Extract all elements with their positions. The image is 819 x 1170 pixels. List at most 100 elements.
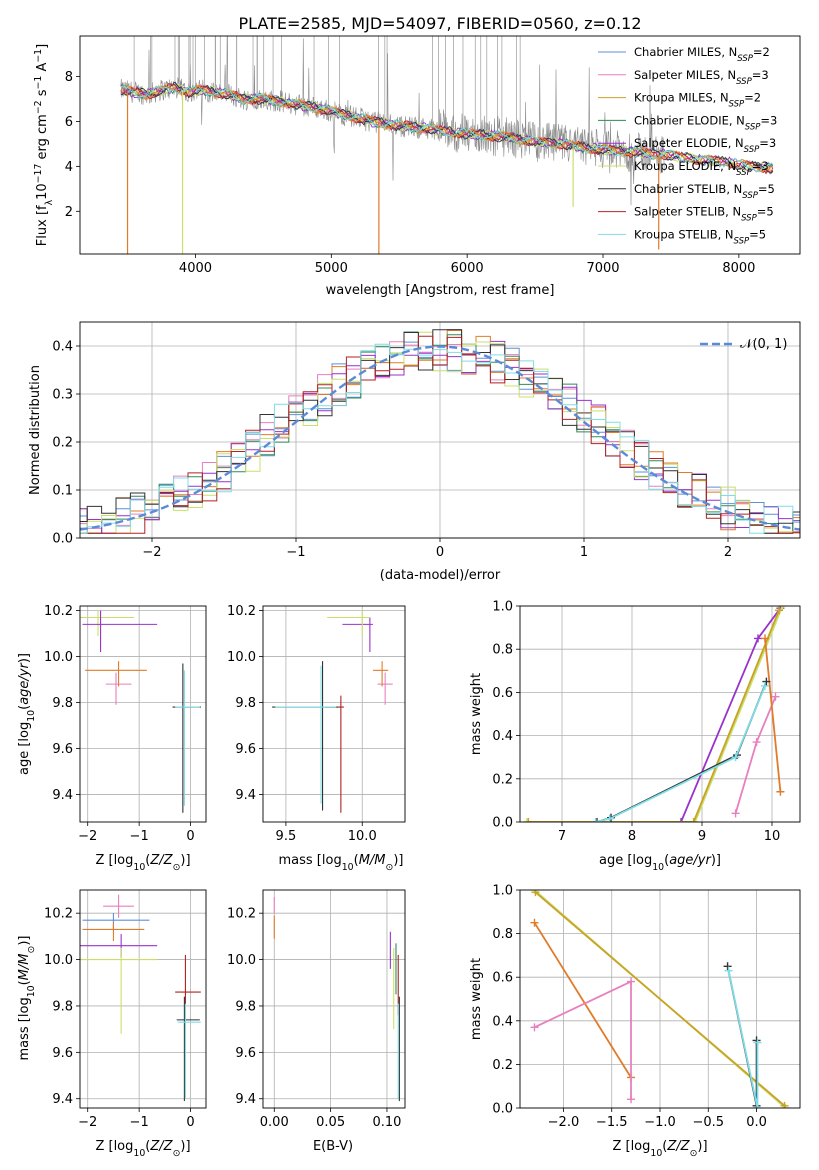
series-line (527, 606, 784, 822)
legend-label: Salpeter ELODIE, NSSP=3 (634, 136, 776, 155)
y-tick-label: 10.2 (227, 604, 256, 619)
error-bar-point (372, 661, 389, 687)
label-fragment: s (35, 89, 50, 100)
error-bar-point (325, 695, 344, 813)
label-fragment: 10 (133, 1148, 145, 1159)
legend-text: Salpeter STELIB, N (634, 205, 741, 219)
model-spectrum-line (120, 84, 774, 173)
y-axis-label: age [log10(age/yr)] (17, 653, 37, 775)
label-fragment: 10 (342, 862, 354, 873)
x-tick-label: 10 (764, 829, 781, 844)
x-tick-label: 1 (580, 545, 588, 560)
label-fragment: ⊙ (173, 1148, 181, 1159)
label-fragment: log (114, 1139, 134, 1154)
label-fragment: log (322, 853, 342, 868)
legend-label: Salpeter MILES, NSSP=3 (634, 68, 769, 87)
y-tick-label: 0.2 (52, 436, 73, 451)
error-bar-point (177, 1003, 201, 1099)
label-fragment: −1 (33, 49, 44, 63)
y-tick-label: 0.4 (492, 1014, 513, 1029)
label-fragment: )] (697, 1139, 707, 1154)
y-tick-label: 8 (65, 70, 73, 85)
observed-spectrum-line (120, 36, 665, 206)
label-fragment: Z/Z (666, 1139, 690, 1154)
error-bar-point (80, 947, 158, 1034)
histogram-step-line (80, 335, 800, 534)
series-marker (523, 818, 531, 822)
error-bar-point (80, 934, 158, 958)
series-marker (531, 890, 540, 897)
x-tick-label: 0.10 (372, 1115, 401, 1130)
series-marker (677, 818, 685, 822)
series-marker (761, 681, 769, 690)
axes-frame (519, 605, 801, 823)
legend-text: =2 (753, 45, 770, 59)
error-bar-point (327, 610, 370, 636)
x-axis-label: Z [log10(Z/Z⊙)] (612, 1139, 707, 1159)
label-fragment: ] (35, 44, 50, 49)
plot-area (120, 36, 774, 254)
y-tick-label: 0.0 (492, 1102, 513, 1117)
series-marker (754, 634, 762, 643)
series-marker (689, 818, 698, 822)
y-tick-label: 9.8 (235, 696, 256, 711)
series-marker (731, 809, 740, 818)
axes-frame (79, 889, 207, 1109)
x-tick-label: 0.05 (316, 1115, 345, 1130)
label-fragment: −17 (33, 164, 44, 184)
age-vs-metallicity-panel: −2 −1 09.49.69.810.010.2Z [log10(Z/Z⊙)]age… (17, 604, 207, 873)
label-fragment: 10 (133, 862, 145, 873)
legend-text: Kroupa MILES, N (634, 91, 729, 105)
label-fragment: A (35, 63, 50, 76)
x-tick-label: 0.0 (746, 1115, 767, 1130)
y-tick-label: 6 (65, 115, 73, 130)
series-line (528, 609, 780, 822)
label-fragment: age [ (599, 853, 632, 868)
label-fragment: age/yr (17, 661, 32, 704)
label-fragment: mass [ (279, 853, 322, 868)
x-tick-label: 9.5 (276, 829, 297, 844)
legend-text: =5 (757, 205, 774, 219)
legend-text: =3 (760, 113, 777, 127)
histogram-step-line (80, 343, 800, 534)
label-fragment: 10 (35, 183, 50, 200)
y-axis-label: mass [log10(M/M⊙)] (17, 936, 37, 1061)
series-marker (627, 977, 636, 986)
series-marker (761, 634, 769, 643)
x-tick-label: −2.0 (548, 1115, 580, 1130)
label-fragment: 10 (26, 985, 37, 997)
error-bar-point (175, 670, 200, 806)
label-fragment: ⊙ (173, 862, 181, 873)
series-line (727, 970, 759, 1108)
x-axis-label: E(B-V) (313, 1139, 353, 1154)
series-line (533, 922, 632, 1078)
label-fragment: ( (17, 980, 32, 985)
plot-area (80, 610, 201, 813)
x-tick-label: −2 (142, 545, 161, 560)
x-tick-label: 9 (698, 829, 706, 844)
label-fragment: Z [ (612, 1139, 630, 1154)
mass-vs-metallicity-panel: −2 −1 09.49.69.810.010.2Z [log10(Z/Z⊙)]mas… (17, 889, 207, 1159)
legend-subscript: SSP (737, 54, 753, 64)
y-tick-label: 0.4 (52, 340, 73, 355)
y-tick-label: 10.2 (227, 907, 256, 922)
y-tick-label: 9.6 (52, 1046, 73, 1061)
label-fragment: ( (145, 853, 150, 868)
y-tick-label: 0.1 (52, 484, 73, 499)
plot-area (523, 606, 787, 822)
y-axis-label: Normed distribution (28, 365, 43, 495)
legend-text: =5 (749, 227, 766, 241)
x-tick-label: 7000 (586, 261, 619, 276)
mass-weight-vs-age-panel: 7 8 9 10 0.0 0.2 0.4 0.6 0.8 1.0 mass weight age [l… (469, 600, 801, 873)
x-tick-label: 6000 (451, 261, 484, 276)
y-tick-label: 0.4 (492, 729, 513, 744)
series-marker (530, 918, 539, 927)
legend-text: =3 (759, 136, 776, 150)
label-fragment: 10 (652, 862, 664, 873)
legend-subscript: SSP (734, 236, 750, 246)
y-tick-label: 9.6 (235, 1046, 256, 1061)
y-tick-label: 0.8 (492, 927, 513, 942)
y-tick-label: 2 (65, 205, 73, 220)
y-tick-label: 9.8 (52, 999, 73, 1014)
